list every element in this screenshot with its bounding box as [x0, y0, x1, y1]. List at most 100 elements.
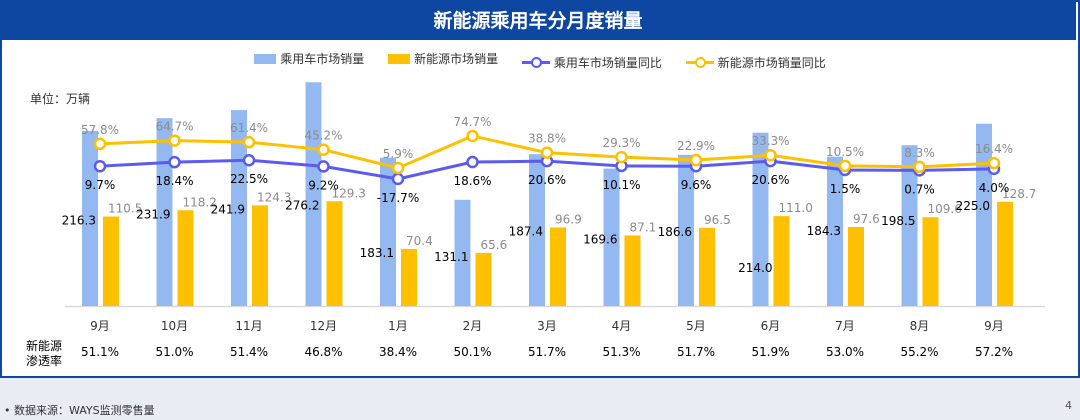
- source-note: • 数据来源：WAYS监测零售量: [4, 404, 155, 417]
- passenger-yoy-point: [93, 159, 107, 173]
- nev-bar-label: 128.7: [1002, 187, 1036, 201]
- passenger-bar: [901, 145, 918, 306]
- legend-passenger-line: 乘用车市场销量同比: [521, 54, 662, 71]
- passenger-yoy-point: [317, 160, 330, 173]
- passenger-bar-label: 169.6: [583, 232, 617, 246]
- nev-yoy-point: [987, 156, 1001, 170]
- nev-bar: [922, 217, 939, 306]
- x-tick-label: 9月: [984, 319, 1004, 333]
- nev-yoy-point: [391, 161, 405, 175]
- x-tick-label: 6月: [761, 319, 781, 333]
- passenger-bar-label: 186.6: [658, 225, 692, 239]
- passenger-bar-label: 241.9: [211, 202, 245, 216]
- legend-label: 新能源市场销量同比: [717, 55, 826, 70]
- passenger-bar: [380, 157, 396, 306]
- passenger-bar-label: 183.1: [360, 246, 394, 260]
- passenger-bar-label: 214.0: [738, 261, 772, 275]
- passenger-yoy-label: 20.6%: [751, 173, 789, 187]
- x-tick-label: 1月: [388, 319, 408, 333]
- nev-yoy-label: 45.2%: [304, 129, 342, 143]
- passenger-yoy-point: [168, 155, 181, 169]
- x-tick-label: 9月: [90, 319, 110, 333]
- nev-bar-label: 111.0: [779, 201, 813, 215]
- penetration-value: 46.8%: [304, 345, 343, 359]
- nev-yoy-label: 8.3%: [904, 146, 935, 160]
- penetration-value: 51.1%: [80, 345, 120, 359]
- nev-bar-label: 96.5: [704, 213, 731, 227]
- passenger-bar: [82, 130, 98, 306]
- legend-label: 新能源市场销量: [414, 52, 499, 66]
- penetration-value: 51.0%: [155, 345, 194, 359]
- nev-bar-label: 110.5: [108, 201, 142, 215]
- legend-label: 乘用车市场销量: [280, 52, 365, 66]
- x-tick-label: 5月: [686, 319, 706, 333]
- nev-yoy-label: 64.7%: [155, 120, 193, 134]
- legend-passenger-bar: 乘用车市场销量: [254, 50, 364, 67]
- penetration-value: 51.9%: [751, 345, 790, 359]
- passenger-bar: [529, 154, 545, 306]
- nev-bar-label: 96.9: [555, 213, 582, 227]
- passenger-yoy-label: 18.6%: [453, 174, 491, 188]
- page-number: 4: [1065, 399, 1072, 412]
- passenger-bar: [603, 168, 620, 306]
- nev-yoy-point: [615, 150, 628, 164]
- passenger-bar: [156, 118, 173, 306]
- penetration-value: 38.4%: [378, 345, 418, 359]
- passenger-bar: [827, 156, 843, 306]
- nev-bar: [773, 216, 790, 306]
- passenger-yoy-label: 9.7%: [85, 178, 116, 192]
- penetration-value: 55.2%: [900, 345, 939, 359]
- passenger-bar-label: 184.3: [807, 224, 841, 238]
- nev-bar: [550, 227, 566, 306]
- penetration-value: 51.4%: [229, 345, 269, 359]
- passenger-yoy-label: 20.6%: [528, 173, 566, 187]
- legend-label: 乘用车市场销量同比: [553, 55, 662, 70]
- nev-yoy-point: [242, 135, 256, 149]
- nev-yoy-point: [168, 134, 181, 147]
- nev-yoy-point: [838, 159, 852, 173]
- nev-bar-label: 97.6: [853, 212, 880, 226]
- passenger-bar: [305, 82, 322, 306]
- nev-yoy-point: [540, 146, 554, 159]
- x-tick-label: 7月: [835, 319, 855, 333]
- passenger-yoy-point: [466, 155, 479, 169]
- nev-yoy-label: 38.8%: [528, 132, 566, 146]
- nev-bar: [624, 235, 641, 306]
- nev-yoy-label: 5.9%: [383, 147, 414, 161]
- penetration-value: 51.7%: [676, 345, 716, 359]
- passenger-bar-label: 187.4: [509, 225, 543, 239]
- passenger-yoy-label: 18.4%: [155, 174, 193, 188]
- passenger-yoy-label: 4.0%: [979, 181, 1010, 195]
- penetration-value: 53.0%: [825, 345, 865, 359]
- legend-nev-bar: 新能源市场销量: [388, 50, 498, 67]
- nev-bar: [997, 201, 1013, 306]
- nev-yoy-label: 61.4%: [230, 121, 268, 135]
- nev-bar-label: 118.2: [183, 195, 217, 209]
- nev-yoy-label: 16.4%: [975, 142, 1013, 156]
- passenger-bar: [454, 199, 471, 306]
- nev-bar: [177, 210, 194, 306]
- nev-yoy-point: [93, 137, 107, 151]
- penetration-value: 50.1%: [453, 345, 492, 359]
- passenger-yoy-label: -17.7%: [377, 191, 419, 205]
- passenger-bar: [678, 154, 694, 306]
- nev-bar: [326, 201, 343, 306]
- nev-bar-label: 109.6: [928, 202, 962, 216]
- nev-bar: [252, 205, 268, 306]
- nev-yoy-label: 29.3%: [602, 136, 640, 150]
- nev-bar-label: 65.6: [481, 238, 508, 252]
- page-title: 新能源乘用车分月度销量: [0, 0, 1076, 40]
- x-tick-label: 3月: [537, 319, 557, 333]
- x-tick-label: 2月: [463, 319, 483, 333]
- passenger-yoy-label: 1.5%: [830, 182, 861, 196]
- nev-yoy-label: 33.3%: [751, 134, 789, 148]
- passenger-bar-label: 225.0: [956, 199, 990, 213]
- passenger-yoy-label: 22.5%: [230, 172, 268, 186]
- combo-chart: 216.3 110.5 9月 231.9 118.2 10月 241.9 124.3 11月 27…: [62, 82, 1045, 333]
- nev-bar-label: 70.4: [406, 234, 433, 248]
- nev-bar: [103, 216, 119, 306]
- x-tick-label: 11月: [235, 319, 262, 333]
- passenger-bar-label: 231.9: [136, 207, 170, 221]
- passenger-yoy-point: [242, 153, 256, 167]
- nev-yoy-point: [317, 143, 330, 156]
